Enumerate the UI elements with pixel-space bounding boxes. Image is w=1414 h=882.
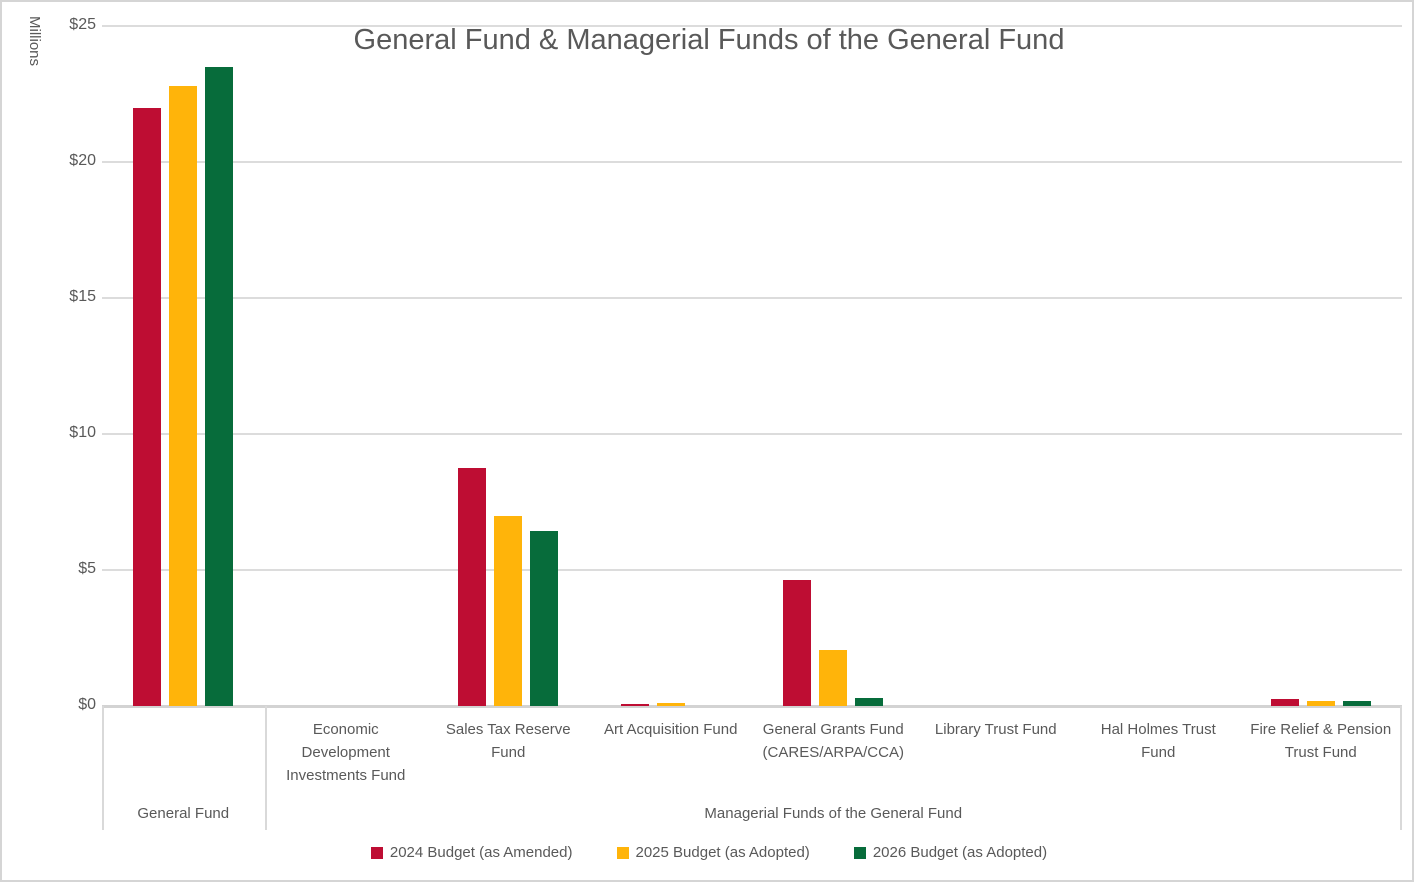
bar-2026-cat2 [530,530,559,706]
legend-item: 2024 Budget (as Amended) [370,844,573,861]
legend-label: 2024 Budget (as Amended) [389,844,573,861]
y-tick-label: $15 [69,288,96,305]
bar-2025-cat0 [169,85,198,706]
x-axis-line [102,705,1402,708]
legend-swatch [616,846,629,859]
bar-2024-cat2 [458,468,487,706]
gridline [102,25,1402,27]
category-label-line: Fund [491,744,526,761]
gridline [102,161,1402,163]
y-tick-label: $5 [78,560,96,577]
category-label-line: Economic [312,721,379,738]
category-divider [264,706,267,830]
category-label: Hal Holmes Trust Fund [1077,718,1240,764]
gridline [102,433,1402,435]
category-label-line: Sales Tax Reserve [445,721,571,738]
legend-swatch [853,846,866,859]
legend-label: 2026 Budget (as Adopted) [872,844,1048,861]
y-tick-label: $25 [69,16,96,33]
y-tick-label: $0 [78,696,96,713]
category-divider [102,706,104,830]
y-tick-label: $10 [69,424,96,441]
category-label: Fire Relief & Pension Trust Fund [1240,718,1403,764]
gridline [102,569,1402,571]
bar-2026-cat7 [1342,701,1371,706]
bar-2024-cat3 [620,703,649,706]
category-label-line: (CARES/ARPA/CCA) [762,744,904,761]
category-divider [1400,706,1402,830]
bar-2024-cat0 [133,107,162,706]
category-label-line: Fire Relief & Pension [1250,721,1392,738]
y-tick-label: $20 [69,152,96,169]
chart-title: General Fund & Managerial Funds of the G… [353,24,1065,56]
bar-2025-cat2 [494,515,523,706]
legend-item: 2025 Budget (as Adopted) [616,844,810,861]
category-label: Sales Tax Reserve Fund [427,718,590,764]
bar-2024-cat7 [1270,699,1299,706]
bar-2025-cat7 [1306,701,1335,706]
category-label: Art Acquisition Fund [590,718,753,741]
category-label: General Grants Fund (CARES/ARPA/CCA) [752,718,915,764]
legend: 2024 Budget (as Amended) 2025 Budget (as … [2,844,1412,861]
category-label-line: Fund [1141,744,1176,761]
bar-2025-cat3 [656,703,685,706]
bar-2025-cat4 [819,650,848,706]
category-label-line: Hal Holmes Trust [1100,721,1216,738]
category-label-line: Trust Fund [1284,744,1357,761]
category-label-line: Investments Fund [286,767,406,784]
bar-2024-cat4 [783,579,812,706]
bar-2026-cat4 [855,697,884,706]
category-label-line: General Grants Fund [762,721,904,738]
legend-item: 2026 Budget (as Adopted) [853,844,1048,861]
category-label-line: Art Acquisition Fund [604,721,738,738]
category-label-line: Library Trust Fund [934,721,1057,738]
category-label: Library Trust Fund [915,718,1078,741]
bar-2026-cat0 [205,66,234,706]
axis-group-label: General Fund [137,805,230,822]
category-label-line: Development [301,744,390,761]
y-axis-unit-label: Millions [26,16,43,67]
legend-swatch [370,846,383,859]
gridline [102,297,1402,299]
category-label: Economic Development Investments Fund [265,718,428,787]
axis-group-label: Managerial Funds of the General Fund [704,805,963,822]
legend-label: 2025 Budget (as Adopted) [635,844,810,861]
